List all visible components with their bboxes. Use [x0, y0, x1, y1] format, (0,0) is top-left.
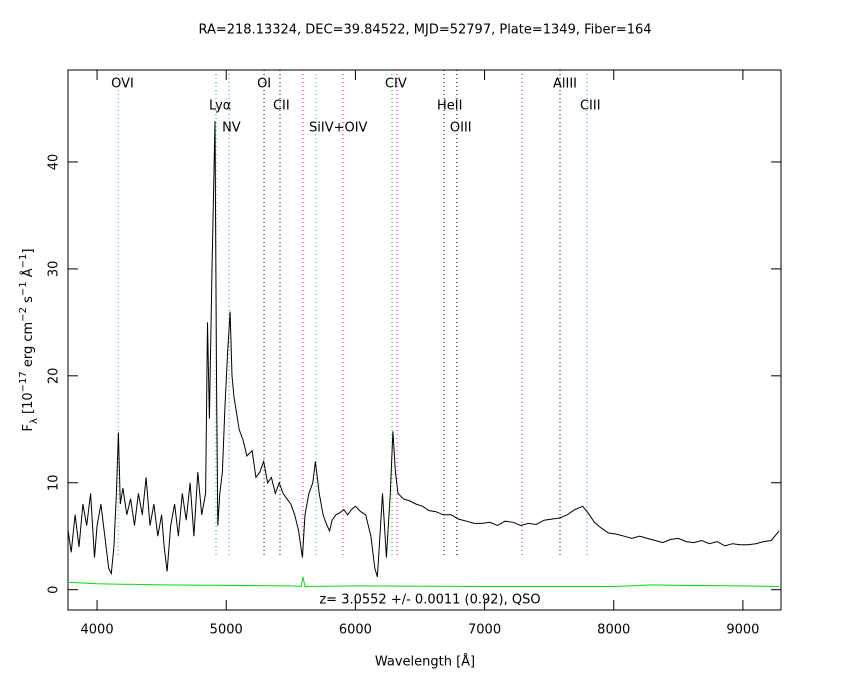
- annotation: z= 3.0552 +/- 0.0011 (0.92), QSO: [319, 593, 540, 608]
- reference-label: CII: [273, 99, 290, 114]
- reference-label: AlIII: [553, 77, 577, 92]
- reference-label: CIII: [580, 99, 601, 114]
- y-label-part: ]: [21, 249, 36, 254]
- y-label-part: −17: [18, 371, 29, 392]
- x-axis-label: Wavelength [Å]: [375, 654, 475, 670]
- y-tick-label: 0: [47, 586, 62, 594]
- y-label-part: [10: [21, 392, 36, 418]
- spectrum-line: [67, 121, 780, 578]
- y-tick-label: 20: [47, 368, 62, 385]
- reference-label: OVI: [111, 77, 134, 92]
- spectrum-line: [67, 576, 780, 588]
- y-tick-label: 10: [47, 474, 62, 491]
- reference-label: NV: [222, 121, 241, 136]
- y-tick-label: 40: [47, 154, 62, 171]
- y-label-part: Å: [20, 268, 36, 281]
- chart-title: RA=218.13324, DEC=39.84522, MJD=52797, P…: [198, 23, 651, 38]
- x-tick-label: 5000: [210, 623, 243, 638]
- x-tick-label: 7000: [468, 623, 501, 638]
- y-label-part: λ: [29, 418, 40, 424]
- x-tick-label: 8000: [597, 623, 630, 638]
- y-label-part: −1: [18, 254, 29, 269]
- y-label-part: s: [21, 296, 36, 307]
- reference-label: CIV: [385, 77, 407, 92]
- reference-label: Lyα: [209, 99, 231, 114]
- y-axis-label: Fλ [10−17 erg cm−2 s−1 Å−1]: [18, 249, 40, 432]
- y-tick-label: 30: [47, 261, 62, 278]
- reference-label: OI: [257, 77, 271, 92]
- reference-label: HeII: [437, 99, 462, 114]
- reference-label: SiIV+OIV: [309, 121, 368, 136]
- y-label-part: −2: [18, 307, 29, 322]
- plot-frame: [67, 69, 782, 611]
- y-label-part: erg cm: [21, 322, 36, 371]
- y-label-part: F: [21, 424, 36, 431]
- x-tick-label: 6000: [339, 623, 372, 638]
- x-tick-label: 4000: [81, 623, 114, 638]
- y-label-part: −1: [18, 281, 29, 296]
- reference-label: OIII: [450, 121, 472, 136]
- x-tick-label: 9000: [726, 623, 759, 638]
